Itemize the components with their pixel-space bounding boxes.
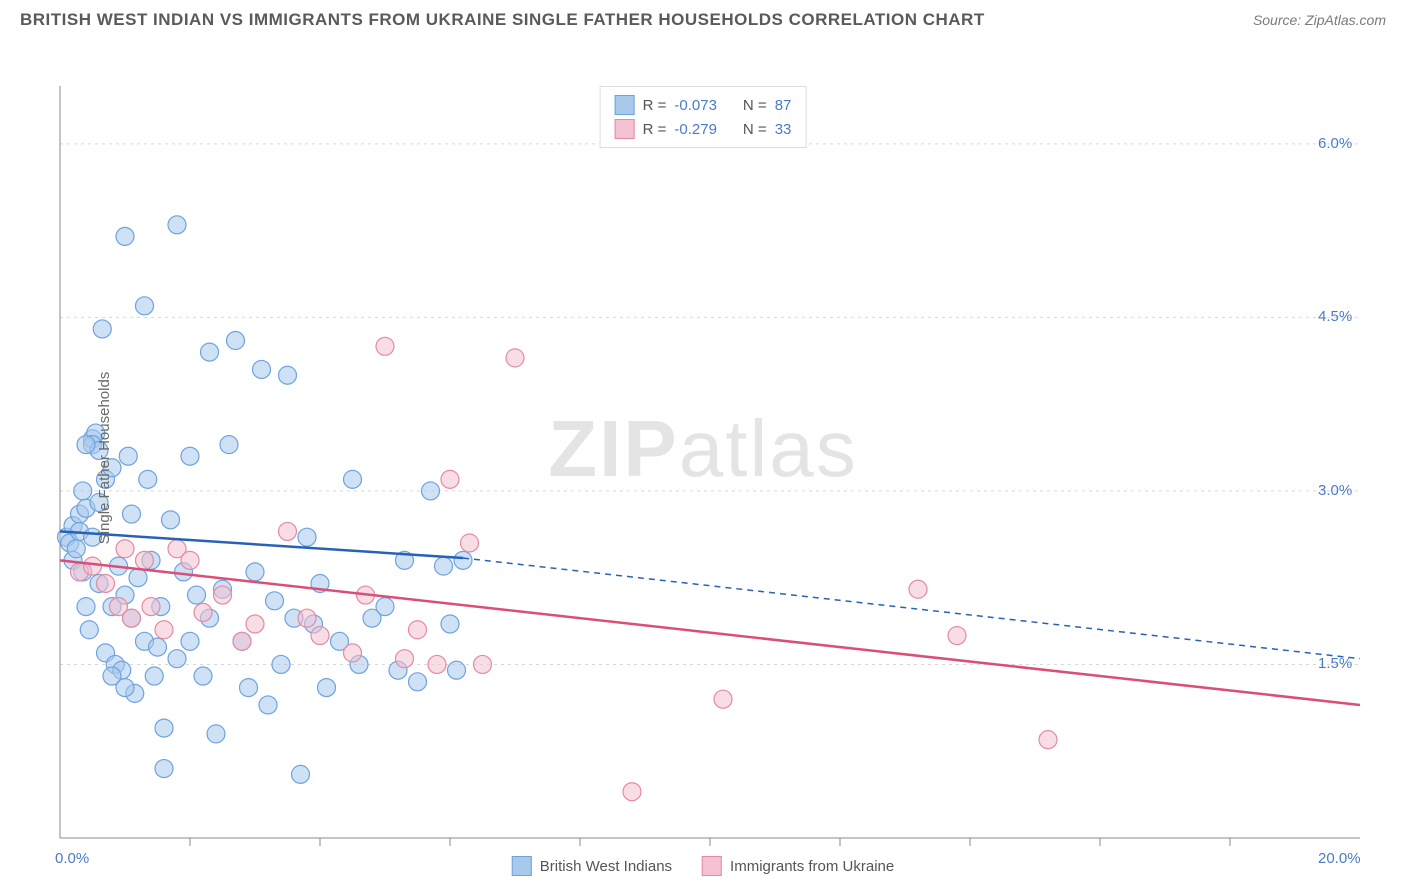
swatch-series-2-bottom xyxy=(702,856,722,876)
y-tick-label: 4.5% xyxy=(1318,308,1352,325)
x-tick-label-max: 20.0% xyxy=(1318,850,1361,867)
legend-item-series-1: British West Indians xyxy=(512,856,672,876)
source-label: Source: ZipAtlas.com xyxy=(1253,12,1386,28)
legend-row-series-2: R = -0.279 N = 33 xyxy=(615,117,792,141)
y-tick-label: 1.5% xyxy=(1318,655,1352,672)
chart-header: BRITISH WEST INDIAN VS IMMIGRANTS FROM U… xyxy=(0,0,1406,38)
chart-container: Single Father Households ZIPatlas R = -0… xyxy=(0,38,1406,878)
y-tick-label: 3.0% xyxy=(1318,482,1352,499)
y-axis-label: Single Father Households xyxy=(96,372,113,545)
swatch-series-2 xyxy=(615,119,635,139)
correlation-legend: R = -0.073 N = 87 R = -0.279 N = 33 xyxy=(600,86,807,148)
swatch-series-1-bottom xyxy=(512,856,532,876)
legend-item-series-2: Immigrants from Ukraine xyxy=(702,856,894,876)
series-legend: British West Indians Immigrants from Ukr… xyxy=(512,856,894,876)
y-tick-label: 6.0% xyxy=(1318,135,1352,152)
x-tick-label-min: 0.0% xyxy=(55,850,89,867)
swatch-series-1 xyxy=(615,95,635,115)
legend-row-series-1: R = -0.073 N = 87 xyxy=(615,93,792,117)
scatter-chart xyxy=(0,38,1406,878)
chart-title: BRITISH WEST INDIAN VS IMMIGRANTS FROM U… xyxy=(20,10,985,30)
